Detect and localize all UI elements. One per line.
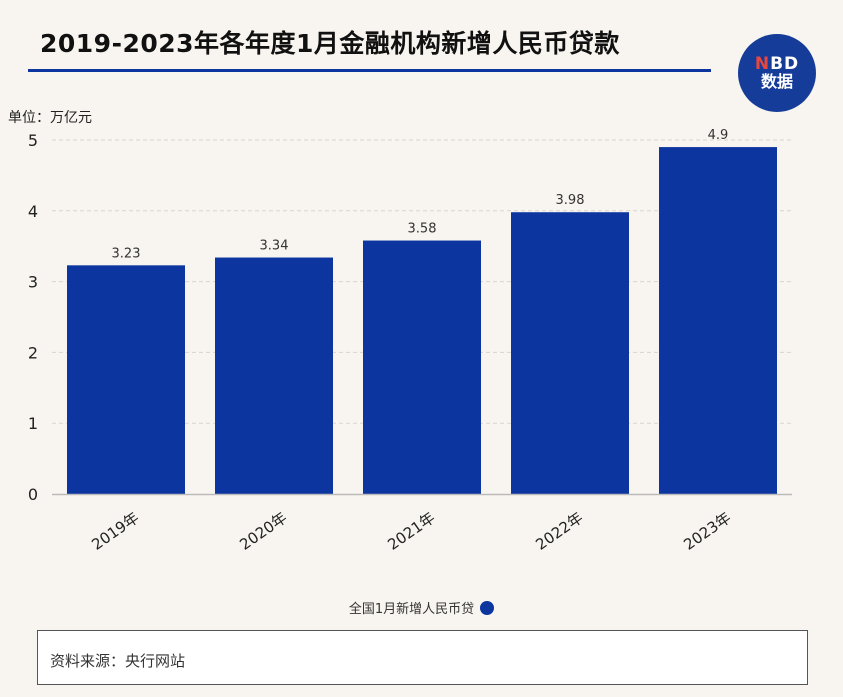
bar[interactable] [215, 257, 333, 494]
title-underline [28, 69, 711, 72]
x-tick-label: 2022年 [532, 509, 586, 554]
bar[interactable] [659, 147, 777, 494]
y-tick-label: 0 [28, 485, 38, 504]
data-label: 3.58 [408, 222, 437, 237]
y-tick-label: 2 [28, 343, 38, 362]
source-text: 资料来源：央行网站 [50, 652, 186, 670]
legend-marker [480, 600, 495, 615]
bars [67, 147, 777, 494]
bar[interactable] [511, 212, 629, 494]
y-axis-unit-label: 单位：万亿元 [8, 110, 92, 126]
bar[interactable] [67, 265, 185, 494]
legend-label: 全国1月新增人民币贷 [348, 602, 475, 617]
y-tick-label: 4 [28, 202, 38, 221]
data-label: 3.98 [556, 193, 585, 208]
y-axis-ticks: 0 1 2 3 4 5 [28, 131, 38, 504]
y-tick-label: 3 [28, 273, 38, 292]
x-axis-ticks: 2019年 2020年 2021年 2022年 2023年 [88, 509, 734, 554]
x-tick-label: 2023年 [680, 509, 734, 554]
y-tick-label: 5 [28, 131, 38, 150]
bar[interactable] [363, 240, 481, 494]
nbd-logo: NBD 数据 [738, 34, 816, 112]
data-label: 3.23 [112, 246, 141, 261]
data-label: 3.34 [260, 239, 289, 254]
x-tick-label: 2020年 [236, 509, 290, 554]
data-labels: 3.23 3.34 3.58 3.98 4.9 [112, 128, 729, 261]
data-label: 4.9 [708, 128, 729, 143]
y-tick-label: 1 [28, 414, 38, 433]
source-box: 资料来源：央行网站 [37, 630, 808, 685]
x-tick-label: 2021年 [384, 509, 438, 554]
x-tick-label: 2019年 [88, 509, 142, 554]
chart-title: 2019-2023年各年度1月金融机构新增人民币贷款 [40, 29, 620, 58]
legend[interactable]: 全国1月新增人民币贷 [0, 598, 843, 617]
